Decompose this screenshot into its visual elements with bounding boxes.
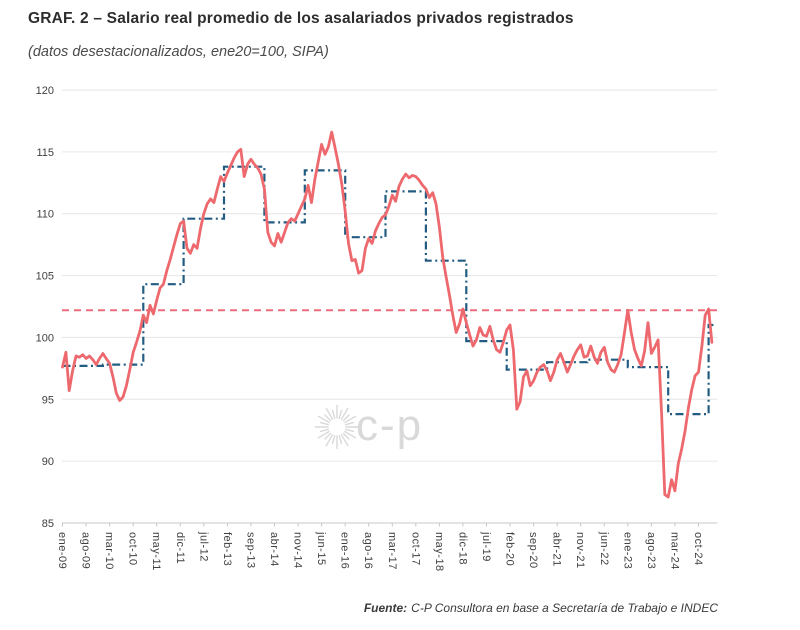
y-gridlines (62, 89, 718, 524)
svg-text:90: 90 (42, 456, 54, 468)
y-axis-labels: 85 90 95 100 105 110 115 120 (36, 85, 54, 530)
svg-text:jul-19: jul-19 (480, 531, 492, 562)
svg-text:may-18: may-18 (433, 532, 445, 572)
x-axis-labels: ene-09 ago-09 mar-10 oct-10 may-11 dic-11 jul-… (56, 523, 704, 572)
chart-subtitle: (datos desestacionalizados, ene20=100, S… (28, 44, 329, 60)
svg-text:feb-13: feb-13 (221, 532, 233, 566)
svg-text:dic-11: dic-11 (174, 532, 186, 564)
source-label: Fuente: (363, 601, 408, 615)
source-text: C-P Consultora en base a Secretaría de T… (411, 601, 718, 615)
svg-text:100: 100 (36, 332, 54, 344)
svg-text:abr-21: abr-21 (551, 532, 563, 567)
svg-text:85: 85 (42, 518, 54, 530)
svg-text:95: 95 (42, 394, 54, 406)
monthly-series (61, 130, 714, 499)
svg-text:abr-14: abr-14 (268, 532, 280, 567)
svg-text:ago-23: ago-23 (645, 532, 657, 569)
svg-text:feb-20: feb-20 (504, 532, 516, 566)
svg-text:dic-18: dic-18 (456, 532, 468, 565)
chart-plot-area: 85 90 95 100 105 110 115 120 c-p ene-09 ago-09 mar-… (0, 75, 800, 595)
svg-text:105: 105 (36, 271, 54, 283)
svg-text:may-11: may-11 (150, 532, 162, 571)
svg-text:mar-24: mar-24 (668, 532, 680, 570)
svg-text:ene-16: ene-16 (339, 532, 351, 569)
watermark-text: c-p (356, 401, 423, 450)
svg-text:oct-10: oct-10 (127, 532, 139, 566)
sunburst-icon (314, 404, 360, 450)
svg-text:oct-24: oct-24 (692, 532, 704, 566)
svg-text:jul-12: jul-12 (197, 531, 209, 562)
svg-text:ago-16: ago-16 (362, 532, 374, 569)
svg-text:nov-14: nov-14 (292, 532, 304, 569)
svg-text:oct-17: oct-17 (409, 532, 421, 566)
svg-text:110: 110 (36, 209, 54, 221)
svg-text:mar-17: mar-17 (386, 532, 398, 570)
svg-text:120: 120 (36, 85, 54, 97)
svg-text:ene-09: ene-09 (56, 532, 68, 569)
svg-text:115: 115 (36, 147, 54, 159)
source-note: Fuente: C-P Consultora en base a Secretar… (364, 601, 718, 615)
watermark: c-p (314, 401, 423, 450)
svg-text:jun-22: jun-22 (598, 531, 610, 566)
svg-text:mar-10: mar-10 (103, 532, 115, 570)
svg-text:sep-20: sep-20 (527, 532, 539, 569)
chart-title: GRAF. 2 – Salario real promedio de los a… (28, 10, 574, 27)
svg-text:nov-21: nov-21 (574, 532, 586, 569)
svg-text:jun-15: jun-15 (315, 531, 327, 566)
svg-text:ago-09: ago-09 (80, 532, 92, 569)
svg-text:ene-23: ene-23 (621, 532, 633, 569)
svg-text:sep-13: sep-13 (244, 532, 256, 569)
annual-average-series (62, 165, 716, 416)
